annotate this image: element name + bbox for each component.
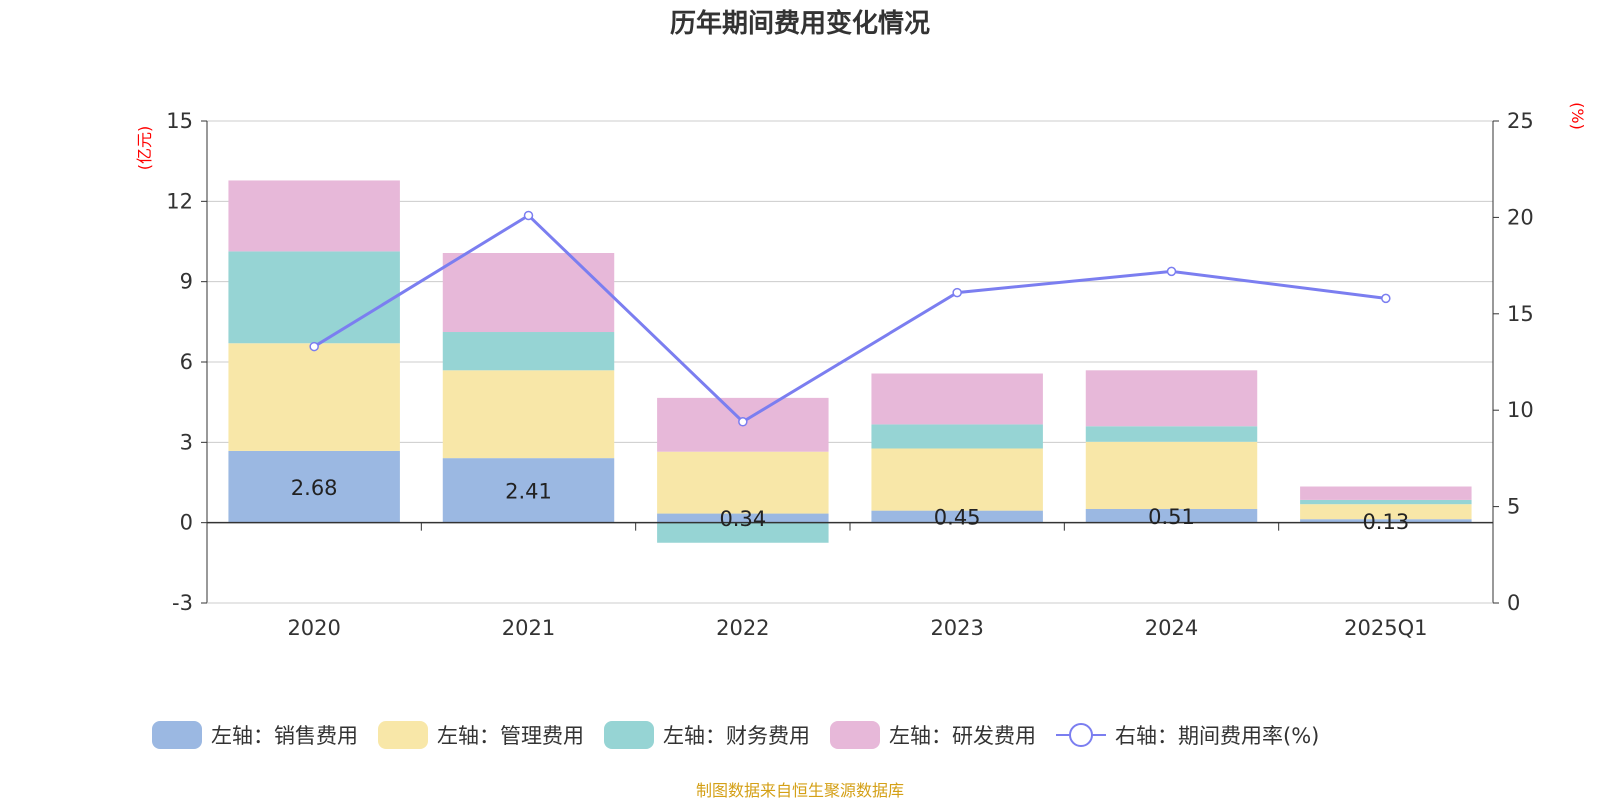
legend-label: 左轴：财务费用 [663,724,810,748]
right-tick-label: 15 [1507,302,1534,326]
rate-point [738,417,748,427]
bar-segment [1085,370,1258,427]
bar-segment [1300,519,1472,523]
left-axis-unit: (亿元) [135,126,154,171]
bar-segment [442,253,615,333]
right-tick-label: 20 [1507,205,1534,229]
bar-segment [871,510,1043,523]
data-label: 2.41 [505,479,552,503]
bar-group [228,180,1472,543]
right-tick-label: 0 [1507,591,1520,615]
bar-segment [1085,426,1258,442]
left-tick-label: 3 [180,430,193,454]
bar-segment [228,251,400,344]
left-tick-label: 6 [180,350,193,374]
category-label: 2023 [930,616,983,640]
legend-label: 右轴：期间费用率(%) [1115,724,1319,748]
data-label: 0.45 [934,506,981,530]
right-tick-label: 5 [1507,495,1520,519]
legend-swatch [830,721,880,749]
bar-segment [442,370,615,459]
legend-label: 左轴：研发费用 [889,724,1036,748]
bar-segment [228,343,400,451]
bar-segment [1300,486,1472,500]
bar-segment [871,373,1043,425]
bar-segment [442,332,615,371]
legend-swatch [378,721,428,749]
left-tick-label: 9 [180,270,193,294]
legend-swatch [604,721,654,749]
legend-marker-icon [1069,723,1093,747]
right-axis-unit: (%) [1568,102,1587,130]
bar-segment [1300,504,1472,520]
legend-swatch [152,721,202,749]
chart-title: 历年期间费用变化情况 [670,8,930,39]
footer-source: 制图数据来自恒生聚源数据库 [696,781,904,800]
rate-point [309,341,319,352]
rate-line-group [309,210,1391,427]
data-label: 0.34 [719,507,766,531]
category-label: 2020 [287,616,340,640]
rate-line [313,213,1387,424]
category-label: 2022 [716,616,769,640]
data-label: 0.13 [1362,510,1409,534]
legend-label: 左轴：管理费用 [437,724,584,748]
bar-segment [871,448,1043,511]
rate-point [952,287,962,298]
data-label: 2.68 [291,476,338,500]
rate-point [523,210,534,221]
data-label: 0.51 [1148,505,1195,529]
bar-segment [1085,441,1258,510]
data-label-group: 2.68 2.41 0.34 0.45 0.51 0.13 [291,476,1409,534]
bar-segment [657,513,829,523]
axes: 15 12 9 6 3 0 -3 25 20 15 10 5 0 2020 2021 2022 2023 2024… [166,109,1533,640]
rate-point [1166,266,1177,277]
rate-point [1381,293,1391,304]
bar-segment [228,450,400,523]
category-label: 2025Q1 [1344,616,1427,640]
right-tick-label: 10 [1507,398,1534,422]
bar-segment [657,451,829,514]
bar-segment [228,180,400,252]
category-label: 2021 [502,616,555,640]
left-tick-label: 15 [166,109,193,133]
left-tick-label: 12 [166,189,193,213]
bar-segment [871,424,1043,449]
bar-segment [1085,509,1258,523]
bar-segment [657,522,829,543]
bar-segment [1300,499,1472,505]
legend-label: 左轴：销售费用 [211,724,358,748]
left-tick-label: -3 [172,591,193,615]
left-tick-label: 0 [180,511,193,535]
legend: 左轴：销售费用 左轴：管理费用 左轴：财务费用 左轴：研发费用 右轴：期间费用率(%) [152,721,1319,749]
right-tick-label: 25 [1507,109,1534,133]
category-label: 2024 [1145,616,1198,640]
bar-segment [442,458,615,523]
